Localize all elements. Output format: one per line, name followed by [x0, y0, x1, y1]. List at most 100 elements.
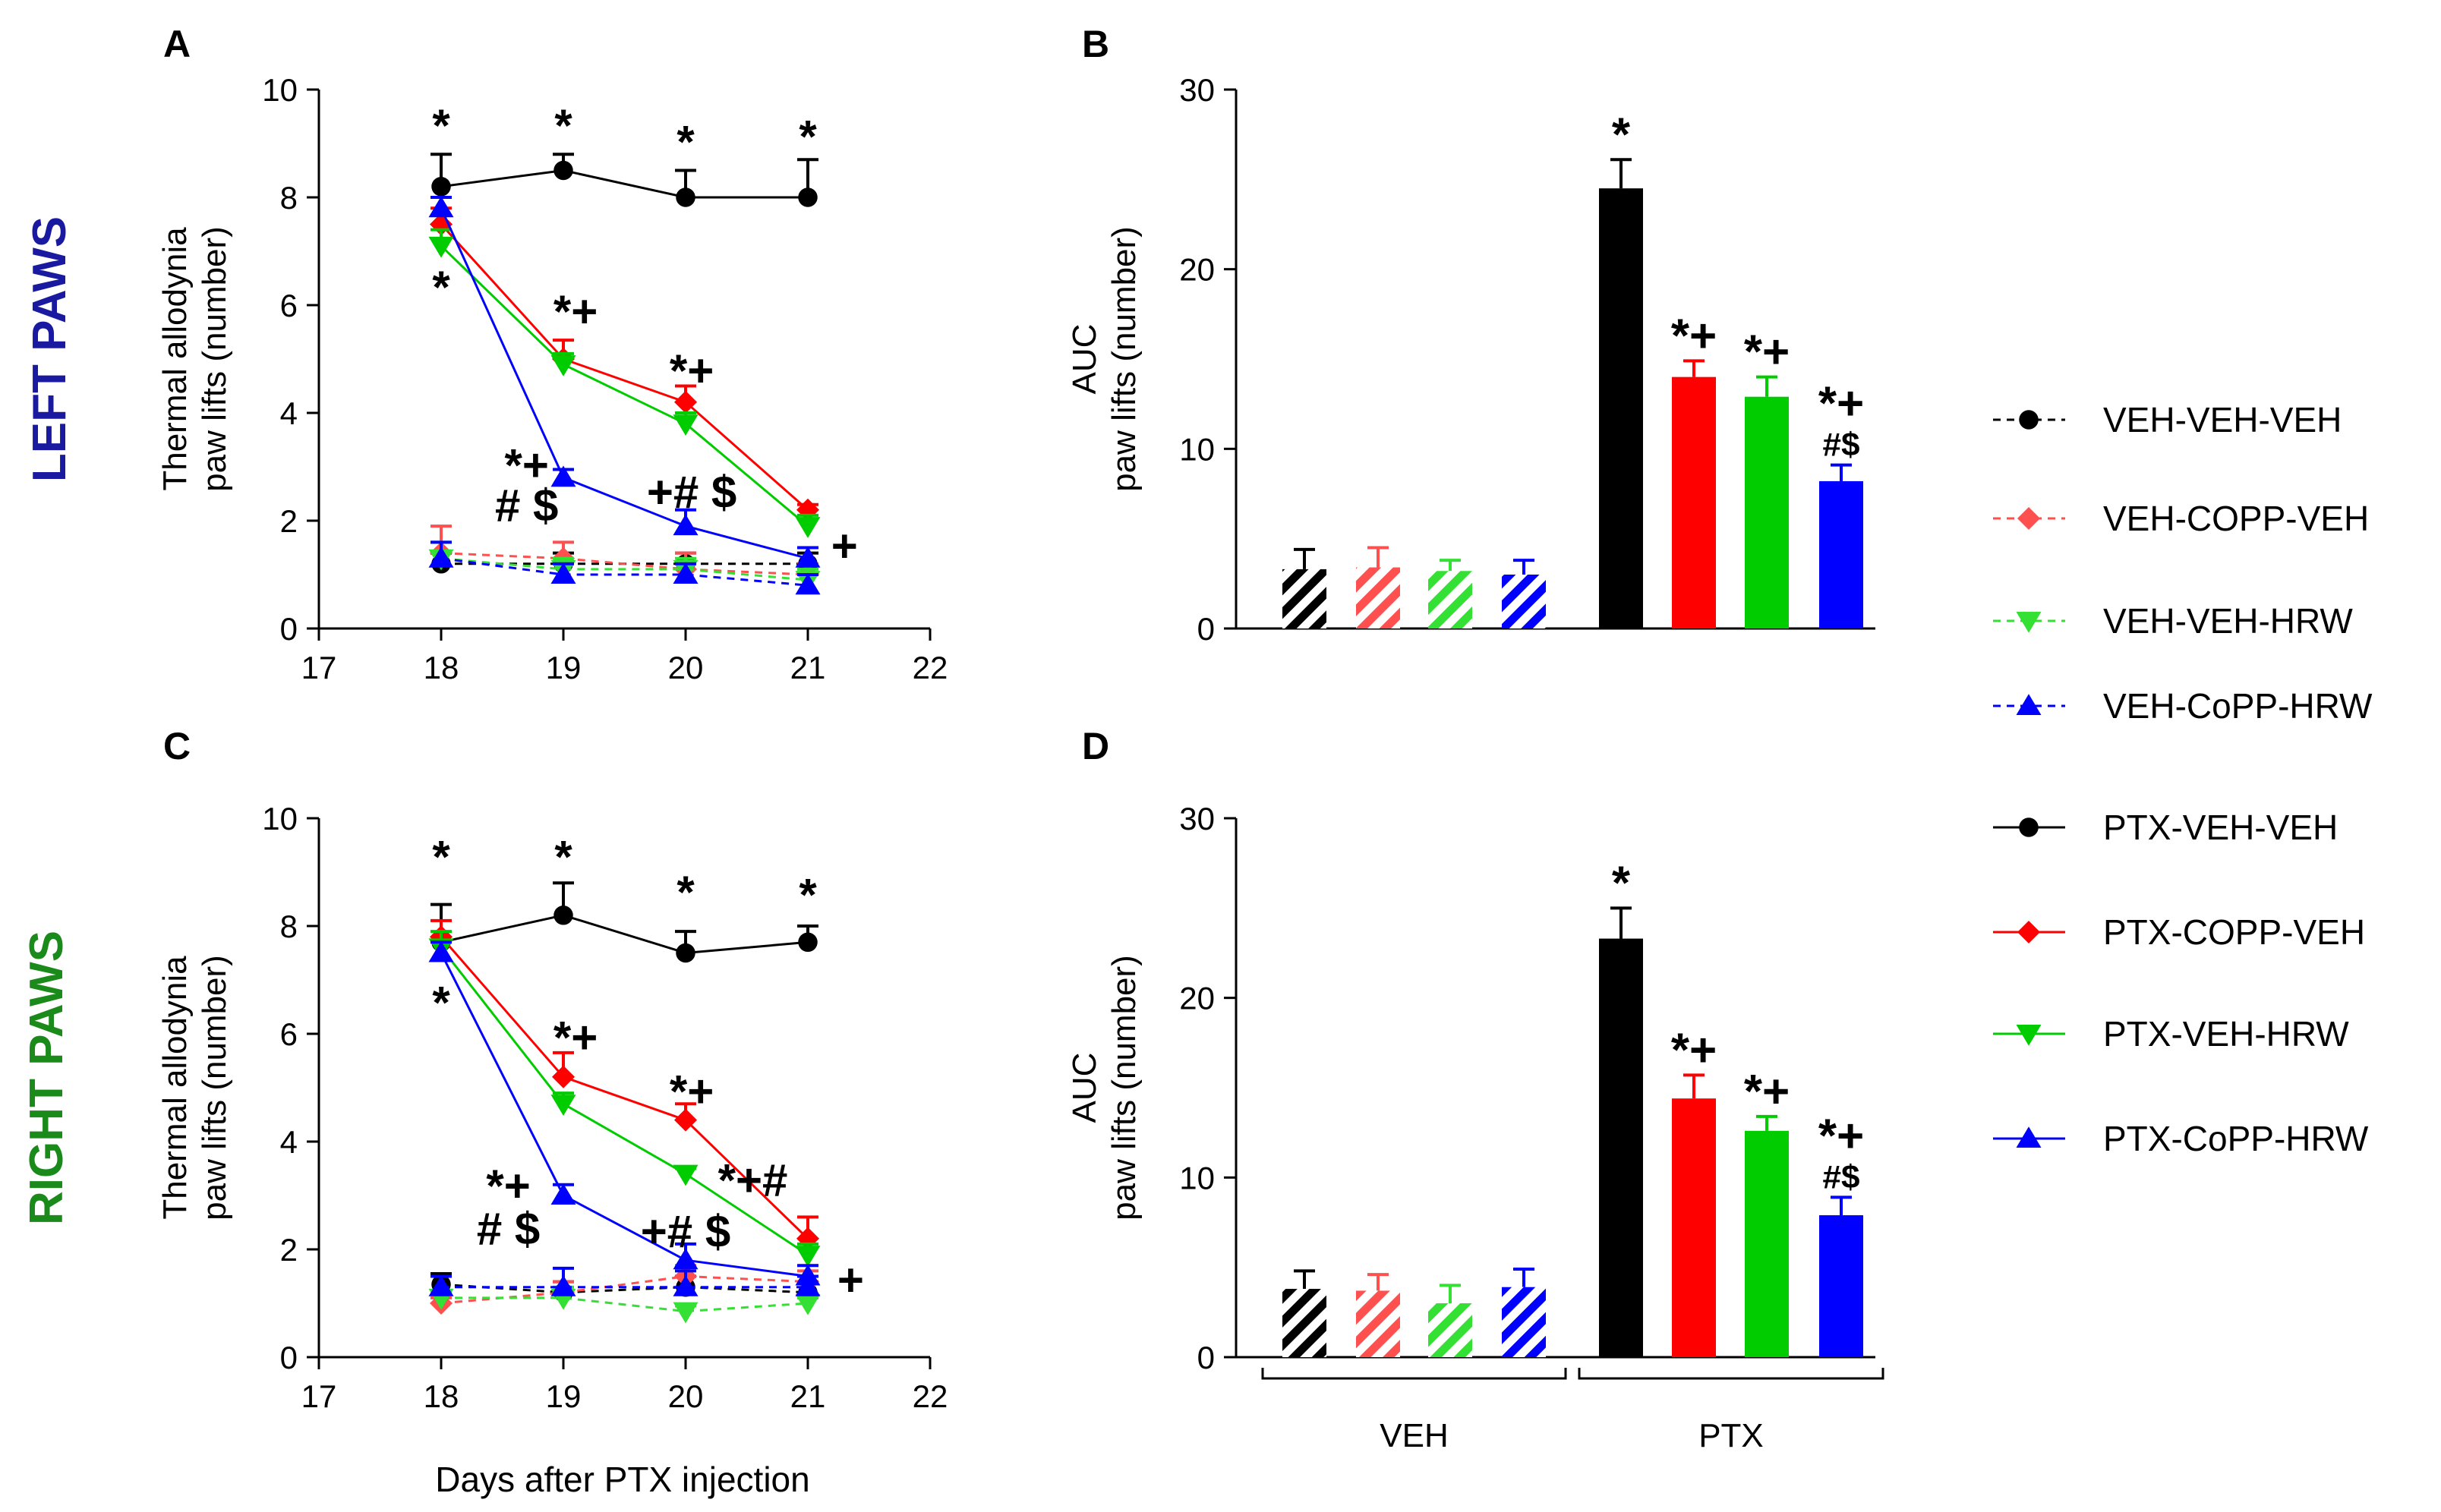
y-axis-label-line: AUC: [1066, 324, 1103, 395]
legend-entry: PTX-VEH-HRW: [1993, 1014, 2349, 1054]
significance-annotation: *+: [1744, 1066, 1790, 1118]
x-tick-label: 18: [424, 650, 459, 685]
series-ptx-copp-hrw: [428, 196, 821, 568]
panel-label-c: C: [163, 725, 191, 767]
series-veh-copp-hrw: [428, 1266, 821, 1296]
legend-entry: PTX-VEH-VEH: [1993, 808, 2338, 847]
y-tick-label: 0: [280, 1340, 298, 1375]
series-line: [440, 947, 809, 1256]
data-point: [553, 906, 573, 925]
legend-label: VEH-COPP-VEH: [2103, 499, 2369, 538]
data-point: [550, 1183, 576, 1205]
series-line: [440, 552, 809, 576]
y-tick-label: 0: [1197, 1340, 1215, 1375]
data-point: [795, 546, 821, 568]
series-veh-copp-veh: [430, 524, 819, 586]
bar-ptx-copp-veh: [1672, 376, 1716, 628]
bar-veh-copp-veh: [1356, 1290, 1400, 1357]
legend-marker: [2017, 921, 2040, 943]
series-line: [440, 223, 809, 511]
data-point: [673, 514, 699, 536]
legend-entry: VEH-COPP-VEH: [1993, 499, 2369, 538]
legend-label: VEH-VEH-HRW: [2103, 601, 2353, 641]
data-point: [428, 546, 454, 568]
significance-annotation: *+: [1818, 1110, 1864, 1162]
y-tick-label: 2: [280, 503, 298, 539]
y-tick-label: 2: [280, 1232, 298, 1268]
y-tick-label: 10: [262, 801, 298, 836]
y-axis-label-line: paw lifts (number): [196, 955, 233, 1221]
series-line: [440, 936, 809, 1240]
legend-label: VEH-CoPP-HRW: [2103, 686, 2373, 726]
x-tick-label: 20: [668, 650, 704, 685]
legend-label: VEH-VEH-VEH: [2103, 400, 2342, 439]
legend-marker: [2016, 694, 2042, 715]
y-tick-label: 20: [1179, 252, 1215, 288]
bar-veh-copp-veh: [1356, 567, 1400, 628]
significance-annotation: *+: [486, 1161, 530, 1211]
y-tick-label: 0: [280, 611, 298, 647]
legend: VEH-VEH-VEH VEH-COPP-VEH VEH-VEH-HRW VEH-Co…: [1993, 400, 2373, 1158]
data-point: [428, 236, 454, 258]
data-point: [674, 390, 697, 414]
series-line: [440, 244, 809, 528]
significance-annotation: *: [676, 867, 695, 918]
series-line: [440, 1283, 809, 1294]
significance-annotation: *+: [553, 1013, 598, 1063]
y-axis-label-line: paw lifts (number): [1105, 955, 1143, 1221]
significance-annotation: #$: [1823, 427, 1860, 464]
legend-entry: VEH-VEH-VEH: [1993, 400, 2342, 439]
significance-annotation: *+: [1818, 378, 1864, 430]
significance-annotation: *: [799, 111, 817, 162]
data-point: [795, 1264, 821, 1286]
y-axis-label-line: paw lifts (number): [1105, 226, 1143, 492]
data-point: [676, 187, 695, 207]
series-line: [440, 557, 809, 581]
row-label-right-paws: RIGHT PAWS: [20, 931, 73, 1225]
significance-annotation: *: [676, 116, 695, 167]
series-line: [440, 557, 809, 587]
data-point: [795, 1274, 821, 1296]
legend-label: PTX-CoPP-HRW: [2103, 1119, 2369, 1158]
data-point: [553, 160, 573, 181]
shared-x-axis-label: Days after PTX injection: [435, 1460, 809, 1499]
data-point: [673, 414, 699, 436]
y-axis-label: AUCpaw lifts (number): [1066, 955, 1143, 1221]
legend-entry: PTX-COPP-VEH: [1993, 912, 2365, 952]
series-veh-veh-hrw: [428, 540, 821, 592]
panel-a-line-chart: 0 2 4 6 8 10 17 18 19 20 21 22 Thermal allodyniapaw …: [156, 72, 948, 685]
significance-annotation: *+: [670, 1066, 714, 1117]
y-tick-label: 0: [1197, 611, 1215, 647]
significance-annotation: # $: [495, 480, 558, 531]
significance-annotation: *: [1612, 109, 1631, 161]
panel-label-d: D: [1082, 725, 1109, 767]
x-tick-label: 18: [424, 1378, 459, 1414]
legend-label: PTX-COPP-VEH: [2103, 912, 2365, 952]
series-ptx-copp-hrw: [428, 940, 821, 1286]
legend-entry: PTX-CoPP-HRW: [1993, 1119, 2369, 1158]
bar-veh-veh-veh: [1282, 1289, 1326, 1357]
y-axis-label-line: Thermal allodynia: [156, 227, 194, 491]
data-point: [428, 1274, 454, 1296]
panel-label-b: B: [1082, 23, 1109, 65]
data-point: [673, 1248, 699, 1270]
data-point: [795, 573, 821, 595]
bar-ptx-veh-hrw: [1745, 396, 1789, 628]
data-point: [795, 517, 821, 538]
bar-ptx-veh-veh: [1599, 188, 1643, 628]
x-tick-label: 21: [790, 650, 826, 685]
y-tick-label: 6: [280, 288, 298, 323]
significance-annotation: *+: [553, 286, 598, 337]
significance-annotation: *+: [670, 345, 714, 396]
legend-label: PTX-VEH-VEH: [2103, 808, 2338, 847]
significance-annotation: +: [831, 521, 858, 572]
y-tick-label: 10: [262, 72, 298, 108]
x-tick-label: 17: [301, 650, 337, 685]
data-point: [674, 1108, 697, 1132]
bar-veh-veh-hrw: [1428, 1303, 1472, 1357]
significance-annotation: *: [799, 869, 817, 920]
data-point: [550, 1095, 576, 1117]
y-tick-label: 6: [280, 1016, 298, 1052]
data-point: [795, 1294, 821, 1315]
series-veh-veh-hrw: [428, 1285, 821, 1324]
